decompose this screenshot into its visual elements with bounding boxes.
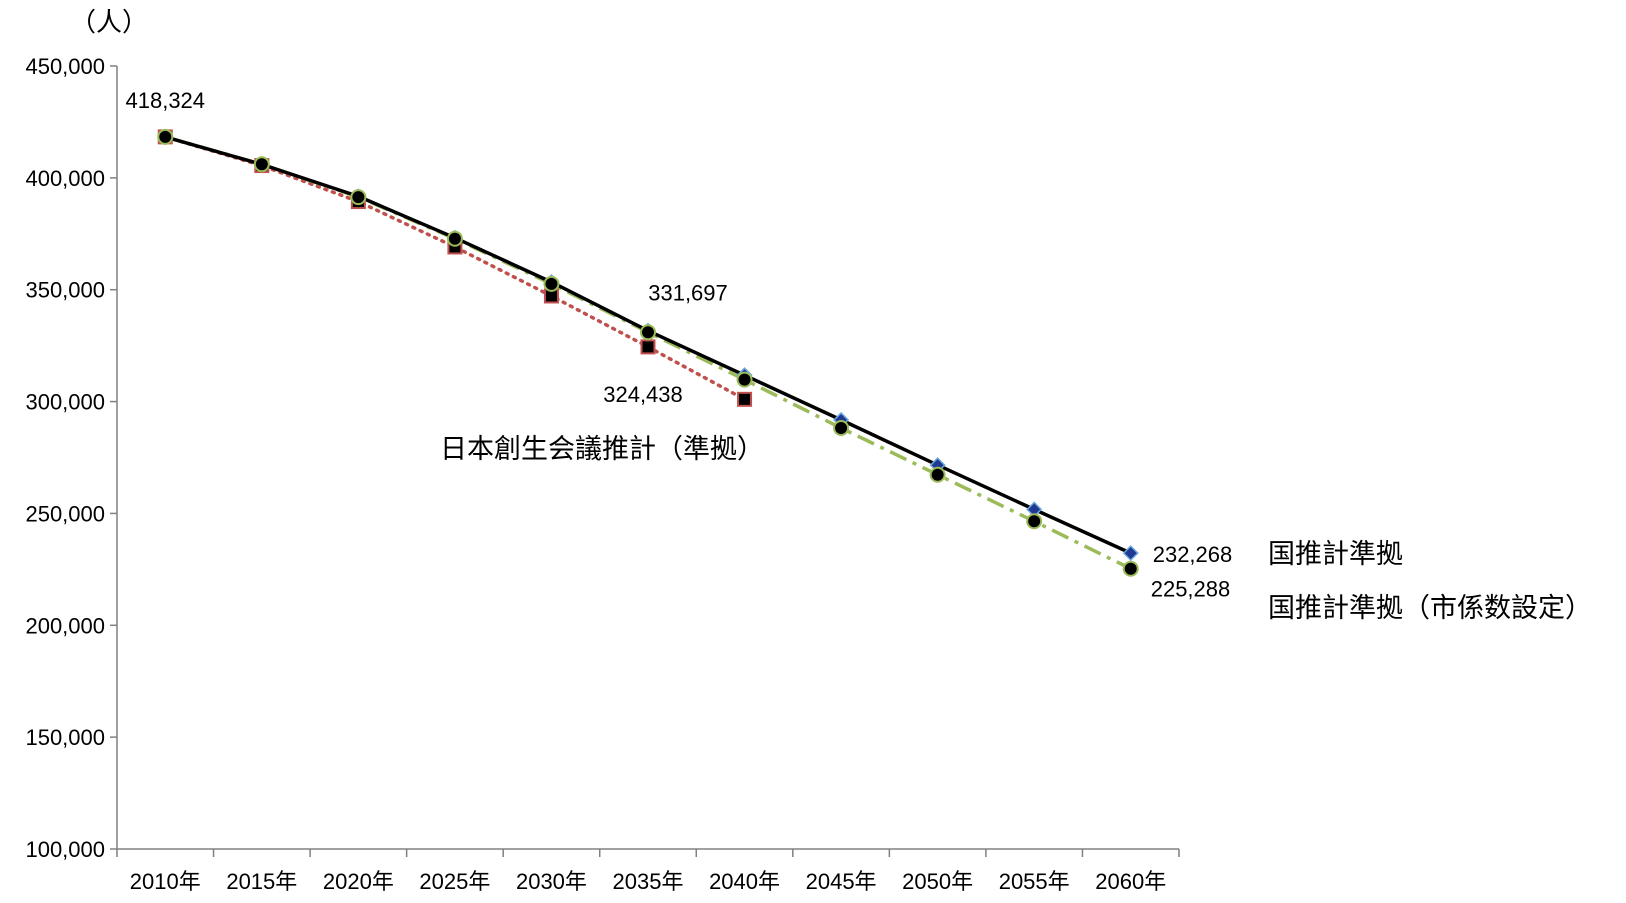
y-tick-label: 350,000 [25, 278, 105, 303]
marker-shi-4 [543, 275, 560, 292]
x-tick-label: 2010年 [130, 869, 201, 894]
x-tick-label: 2020年 [323, 869, 394, 894]
marker-shi-10 [1122, 560, 1139, 577]
data-label: 331,697 [648, 281, 728, 306]
chart-labels: （人） 418,324 331,697 324,438 232,268 225,288 国推… [70, 7, 1592, 623]
marker-shi-0 [157, 128, 174, 145]
data-label: 418,324 [126, 88, 206, 113]
x-tick-label: 2015年 [226, 869, 297, 894]
y-tick-label: 200,000 [25, 613, 105, 638]
x-tick-label: 2035年 [613, 869, 684, 894]
y-tick-label: 150,000 [25, 725, 105, 750]
series-name-label: 国推計準拠 [1268, 539, 1403, 569]
y-tick-label: 300,000 [25, 390, 105, 415]
y-unit-label: （人） [70, 7, 148, 37]
marker-shi-1 [253, 156, 270, 173]
y-tick-label: 100,000 [25, 837, 105, 862]
data-label: 225,288 [1151, 577, 1231, 602]
axes: 100,000 150,000 200,000 250,000 300,000 350,0… [25, 54, 1180, 894]
data-label: 324,438 [603, 382, 683, 407]
marker-shi-3 [446, 230, 463, 247]
y-tick-label: 250,000 [25, 501, 105, 526]
marker-shi-8 [929, 466, 946, 483]
marker-shi-7 [833, 419, 850, 436]
x-tick-label: 2060年 [1095, 869, 1166, 894]
y-tick-label: 400,000 [25, 166, 105, 191]
data-label: 232,268 [1153, 542, 1233, 567]
series-name-label: 日本創生会議推計（準拠） [440, 434, 764, 464]
x-tick-label: 2025年 [419, 869, 490, 894]
marker-shi-6 [736, 371, 753, 388]
y-tick-label: 450,000 [25, 54, 105, 79]
marker-sosei-6 [737, 391, 753, 407]
marker-shi-5 [640, 324, 656, 341]
x-tick-label: 2045年 [806, 869, 877, 894]
x-tick-label: 2030年 [516, 869, 587, 894]
marker-shi-9 [1026, 513, 1043, 530]
marker-shi-2 [350, 189, 367, 206]
series-line-2 [163, 135, 747, 402]
x-tick-label: 2055年 [999, 869, 1070, 894]
series-name-label: 国推計準拠（市係数設定） [1268, 593, 1592, 623]
series-markers [157, 128, 1139, 577]
marker-sosei-5 [640, 339, 656, 355]
x-tick-label: 2040年 [709, 869, 780, 894]
marker-kuni-10 [1122, 545, 1139, 562]
x-tick-label: 2050年 [902, 869, 973, 894]
